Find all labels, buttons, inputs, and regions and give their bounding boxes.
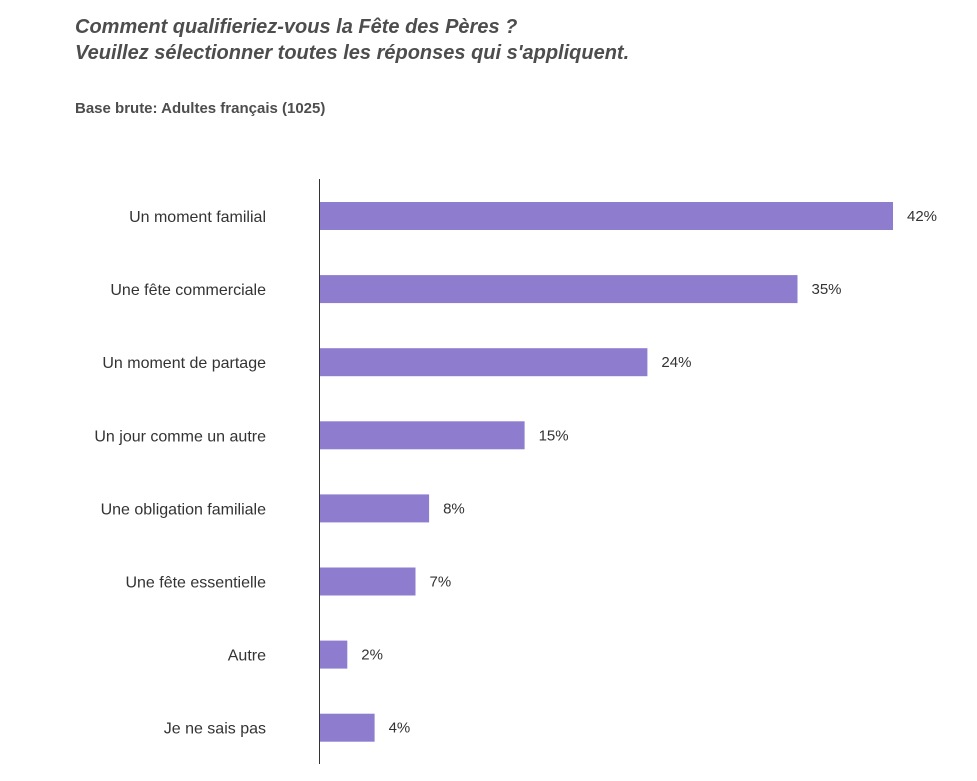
category-label: Un moment de partage — [102, 355, 266, 372]
category-label: Un jour comme un autre — [94, 428, 266, 445]
category-label: Autre — [228, 648, 266, 665]
category-label: Un moment familial — [129, 209, 266, 226]
bar-0 — [320, 202, 893, 230]
bar-4 — [320, 494, 430, 523]
bar-1 — [320, 275, 798, 304]
category-label: Je ne sais pas — [164, 721, 266, 738]
chart-title-line-2: Veuillez sélectionner toutes les réponse… — [75, 42, 630, 64]
value-label: 8% — [443, 500, 465, 517]
value-label: 2% — [361, 647, 383, 664]
bar-5 — [320, 567, 416, 596]
value-label: 35% — [812, 281, 842, 298]
category-label: Une obligation familiale — [101, 501, 267, 518]
value-label: 24% — [661, 354, 691, 371]
sample-base-note: Base brute: Adultes français (1025) — [75, 100, 326, 117]
value-label: 4% — [389, 720, 411, 737]
category-label: Une fête commerciale — [110, 282, 266, 299]
value-label: 42% — [907, 208, 937, 225]
chart-title: Comment qualifieriez-vous la Fête des Pè… — [75, 14, 629, 66]
chart-title-line-1: Comment qualifieriez-vous la Fête des Pè… — [75, 16, 518, 38]
category-labels-group: Un moment familial Une fête commerciale Un… — [94, 209, 266, 738]
bar-7 — [320, 713, 375, 742]
category-label: Une fête essentielle — [125, 575, 266, 592]
value-label: 7% — [430, 574, 452, 591]
value-labels-group: 42% 35% 24% 15% 8% 7% 2% 4% — [361, 208, 937, 737]
bar-3 — [320, 421, 525, 450]
bar-2 — [320, 348, 648, 377]
bars-group — [320, 202, 893, 742]
value-label: 15% — [539, 427, 569, 444]
bar-6 — [320, 640, 348, 669]
